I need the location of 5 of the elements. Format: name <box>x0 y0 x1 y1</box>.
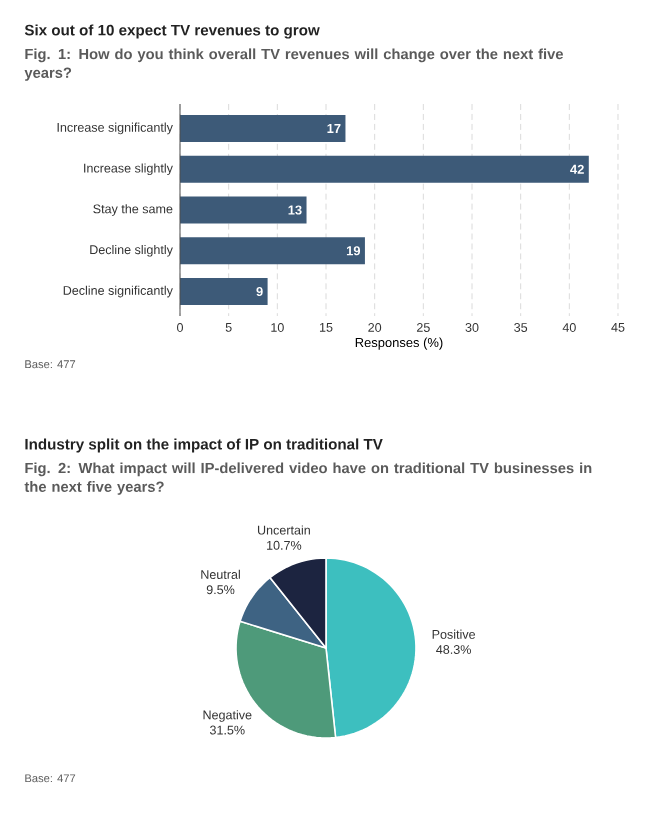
bar <box>180 278 268 305</box>
bar <box>180 196 307 224</box>
bar <box>180 237 365 265</box>
bar <box>180 115 346 142</box>
bar <box>180 155 589 183</box>
